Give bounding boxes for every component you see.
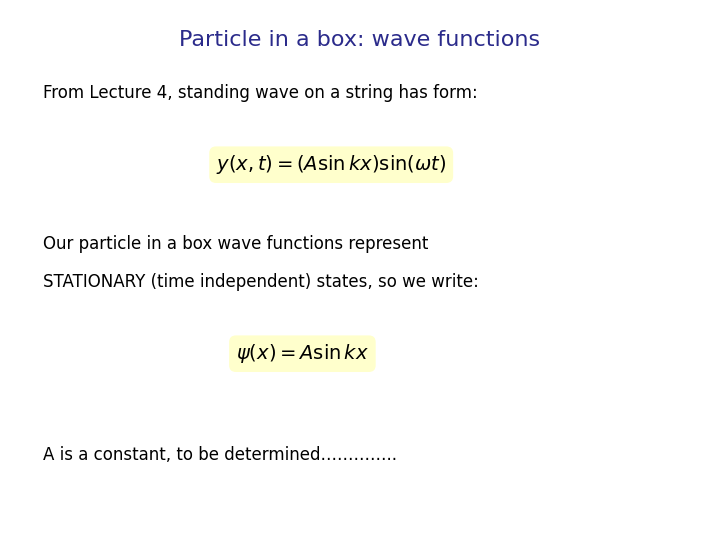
Text: $y(x,t) = (A\sin kx)\sin(\omega t)$: $y(x,t) = (A\sin kx)\sin(\omega t)$	[216, 153, 446, 176]
Text: STATIONARY (time independent) states, so we write:: STATIONARY (time independent) states, so…	[43, 273, 479, 291]
Text: Our particle in a box wave functions represent: Our particle in a box wave functions rep…	[43, 235, 428, 253]
Text: Particle in a box: wave functions: Particle in a box: wave functions	[179, 30, 541, 50]
Text: $\psi(x) = A\sin kx$: $\psi(x) = A\sin kx$	[236, 342, 369, 365]
Text: A is a constant, to be determined…………..: A is a constant, to be determined…………..	[43, 446, 397, 463]
Text: From Lecture 4, standing wave on a string has form:: From Lecture 4, standing wave on a strin…	[43, 84, 478, 102]
